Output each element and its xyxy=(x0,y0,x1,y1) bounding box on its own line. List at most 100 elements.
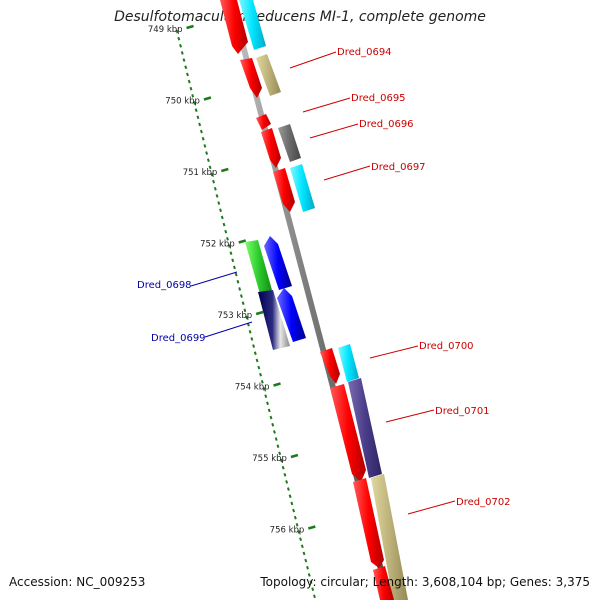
ruler-minor-tick xyxy=(177,36,181,41)
gene-feature-bottom-red[interactable] xyxy=(373,566,394,600)
gene-feature-dred-0696[interactable] xyxy=(261,128,281,168)
ruler-minor-tick xyxy=(203,144,207,148)
ruler-minor-tick xyxy=(227,244,231,248)
ruler-tick-label: 750 kbp xyxy=(165,97,200,107)
ruler-minor-tick xyxy=(222,222,226,227)
ruler-minor-tick xyxy=(231,258,235,263)
ruler-minor-tick xyxy=(219,208,222,213)
gene-feature-dred-0699[interactable] xyxy=(258,290,290,350)
ruler-minor-tick xyxy=(239,294,243,298)
ruler-minor-tick xyxy=(302,551,306,556)
ruler-minor-tick xyxy=(269,415,273,420)
ruler-minor-tick xyxy=(257,365,261,370)
ruler-major-tick xyxy=(238,239,247,244)
ruler-minor-tick xyxy=(279,458,283,463)
ruler-minor-tick xyxy=(243,308,247,313)
ruler-major-tick xyxy=(186,24,194,30)
ruler-minor-tick xyxy=(297,530,301,534)
ruler-minor-tick xyxy=(295,523,299,527)
ruler-minor-tick xyxy=(285,480,289,484)
ruler-minor-tick xyxy=(234,272,238,277)
ruler-minor-tick xyxy=(293,515,297,520)
gene-feature-dred-0696-cds[interactable] xyxy=(278,124,301,162)
ruler-minor-tick xyxy=(304,558,308,563)
ruler-minor-tick xyxy=(191,94,195,98)
ruler-minor-tick xyxy=(226,237,229,241)
gene-feature-dred-0700-cds[interactable] xyxy=(338,344,359,382)
gene-label-dred-0699[interactable]: Dred_0699 xyxy=(151,333,206,344)
ruler-minor-tick xyxy=(175,29,179,34)
gene-labels: Dred_0694 Dred_0695 Dred_0696 Dred_0697 … xyxy=(137,47,511,508)
ruler-minor-tick xyxy=(217,201,221,205)
ruler-minor-tick xyxy=(255,358,259,363)
ruler-minor-tick xyxy=(199,129,203,134)
ruler-minor-tick xyxy=(184,65,188,70)
ruler-minor-tick xyxy=(208,165,212,170)
label-leaders xyxy=(190,51,456,515)
gene-feature-dred-0698-cds[interactable] xyxy=(264,236,292,290)
gene-feature-dred-0701[interactable] xyxy=(330,384,366,482)
ruler-minor-tick xyxy=(259,372,262,377)
gene-feature-dred-0702[interactable] xyxy=(353,478,384,568)
ruler-minor-tick xyxy=(232,265,236,270)
gene-feature-dred-0694[interactable] xyxy=(240,58,262,98)
ruler-minor-tick xyxy=(241,301,245,306)
ruler-minor-tick xyxy=(283,472,287,477)
gene-label-dred-0695[interactable]: Dred_0695 xyxy=(351,93,406,104)
ruler-minor-tick xyxy=(260,380,264,384)
gene-label-dred-0700[interactable]: Dred_0700 xyxy=(419,341,474,352)
gene-label-dred-0696[interactable]: Dred_0696 xyxy=(359,119,414,130)
ruler-minor-tick xyxy=(288,494,292,499)
ruler-minor-tick xyxy=(215,194,219,198)
ruler-tick-label: 754 kbp xyxy=(235,383,270,393)
ruler-tick-label: 756 kbp xyxy=(270,526,305,536)
gene-label-dred-0698[interactable]: Dred_0698 xyxy=(137,280,192,291)
ruler-minor-tick xyxy=(307,573,311,577)
gene-feature-top-red[interactable] xyxy=(220,0,248,54)
ruler-tick-label: 753 kbp xyxy=(217,311,252,321)
gene-feature-dred-0694-cds[interactable] xyxy=(256,54,281,96)
gene-label-dred-0701[interactable]: Dred_0701 xyxy=(435,406,490,417)
gene-feature-dred-0702-cds[interactable] xyxy=(371,474,408,600)
ruler-minor-tick xyxy=(306,565,309,570)
gene-feature-dred-0698[interactable] xyxy=(245,240,272,294)
ruler-minor-tick xyxy=(180,51,184,55)
ruler-minor-tick xyxy=(264,394,268,398)
gene-label-dred-0702[interactable]: Dred_0702 xyxy=(456,497,511,508)
ruler-minor-tick xyxy=(229,251,233,255)
ruler-minor-tick xyxy=(299,537,303,541)
ruler-minor-tick xyxy=(281,465,285,470)
ruler-minor-tick xyxy=(313,594,316,599)
gene-feature-dred-0700[interactable] xyxy=(320,348,340,384)
gene-feature-dred-0695[interactable] xyxy=(256,114,271,130)
map-title: Desulfotomaculum reducens MI-1, complete… xyxy=(114,9,486,25)
ruler-minor-tick xyxy=(250,337,254,341)
ruler-minor-tick xyxy=(224,229,228,234)
ruler-minor-tick xyxy=(198,122,202,127)
ruler-major-tick xyxy=(220,167,229,173)
ruler-minor-tick xyxy=(187,79,191,84)
gene-feature-dred-0699-cds[interactable] xyxy=(277,288,306,342)
ruler-major-tick xyxy=(307,525,316,530)
ruler-minor-tick xyxy=(182,58,186,62)
ruler-minor-tick xyxy=(238,287,242,291)
ruler-minor-tick xyxy=(210,172,214,177)
ruler-minor-tick xyxy=(179,43,182,48)
ruler-minor-tick xyxy=(292,508,296,513)
ruler-minor-tick xyxy=(248,329,252,334)
gene-feature-top-cyan[interactable] xyxy=(239,0,266,50)
gene-label-dred-0697[interactable]: Dred_0697 xyxy=(371,162,426,173)
ruler-major-tick xyxy=(255,310,264,316)
ruler-minor-tick xyxy=(273,430,276,434)
gene-feature-dred-0697[interactable] xyxy=(273,168,295,212)
gene-label-dred-0694[interactable]: Dred_0694 xyxy=(337,47,392,58)
ruler-major-tick xyxy=(290,453,299,459)
ruler-minor-tick xyxy=(262,387,266,391)
feature-track xyxy=(220,0,408,600)
gene-feature-dred-0697-cds[interactable] xyxy=(290,164,315,212)
ruler-minor-tick xyxy=(311,587,315,592)
ruler-minor-tick xyxy=(276,444,280,449)
gene-feature-dred-0701-cds[interactable] xyxy=(348,378,382,478)
topology-summary: Topology: circular; Length: 3,608,104 bp… xyxy=(260,575,590,589)
ruler-minor-tick xyxy=(252,344,256,348)
